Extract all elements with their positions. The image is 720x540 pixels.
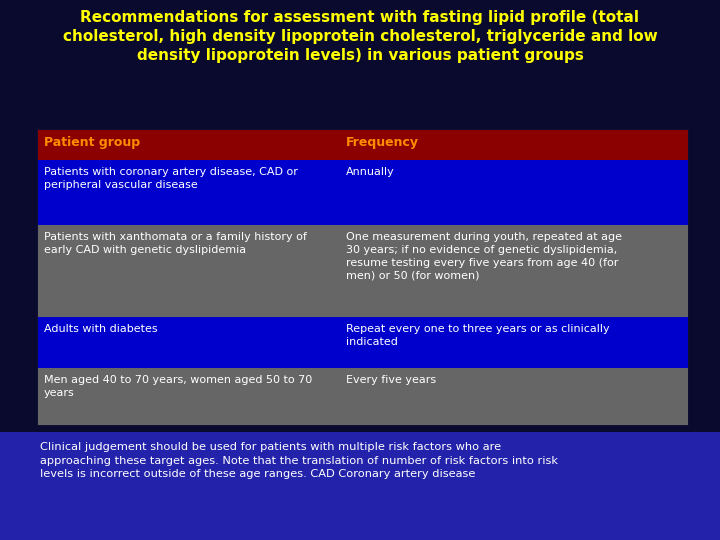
Text: Clinical judgement should be used for patients with multiple risk factors who ar: Clinical judgement should be used for pa… [40,442,558,479]
Text: One measurement during youth, repeated at age
30 years; if no evidence of geneti: One measurement during youth, repeated a… [346,232,622,281]
Text: Patients with xanthomata or a family history of
early CAD with genetic dyslipide: Patients with xanthomata or a family his… [44,232,307,255]
Text: Repeat every one to three years or as clinically
indicated: Repeat every one to three years or as cl… [346,324,610,347]
Text: Patient group: Patient group [44,136,140,149]
Text: Adults with diabetes: Adults with diabetes [44,324,158,334]
Text: Annually: Annually [346,167,395,177]
Text: Patients with coronary artery disease, CAD or
peripheral vascular disease: Patients with coronary artery disease, C… [44,167,298,190]
Text: Every five years: Every five years [346,375,436,385]
Text: Frequency: Frequency [346,136,419,149]
Text: Recommendations for assessment with fasting lipid profile (total
cholesterol, hi: Recommendations for assessment with fast… [63,10,657,63]
Text: Men aged 40 to 70 years, women aged 50 to 70
years: Men aged 40 to 70 years, women aged 50 t… [44,375,312,398]
